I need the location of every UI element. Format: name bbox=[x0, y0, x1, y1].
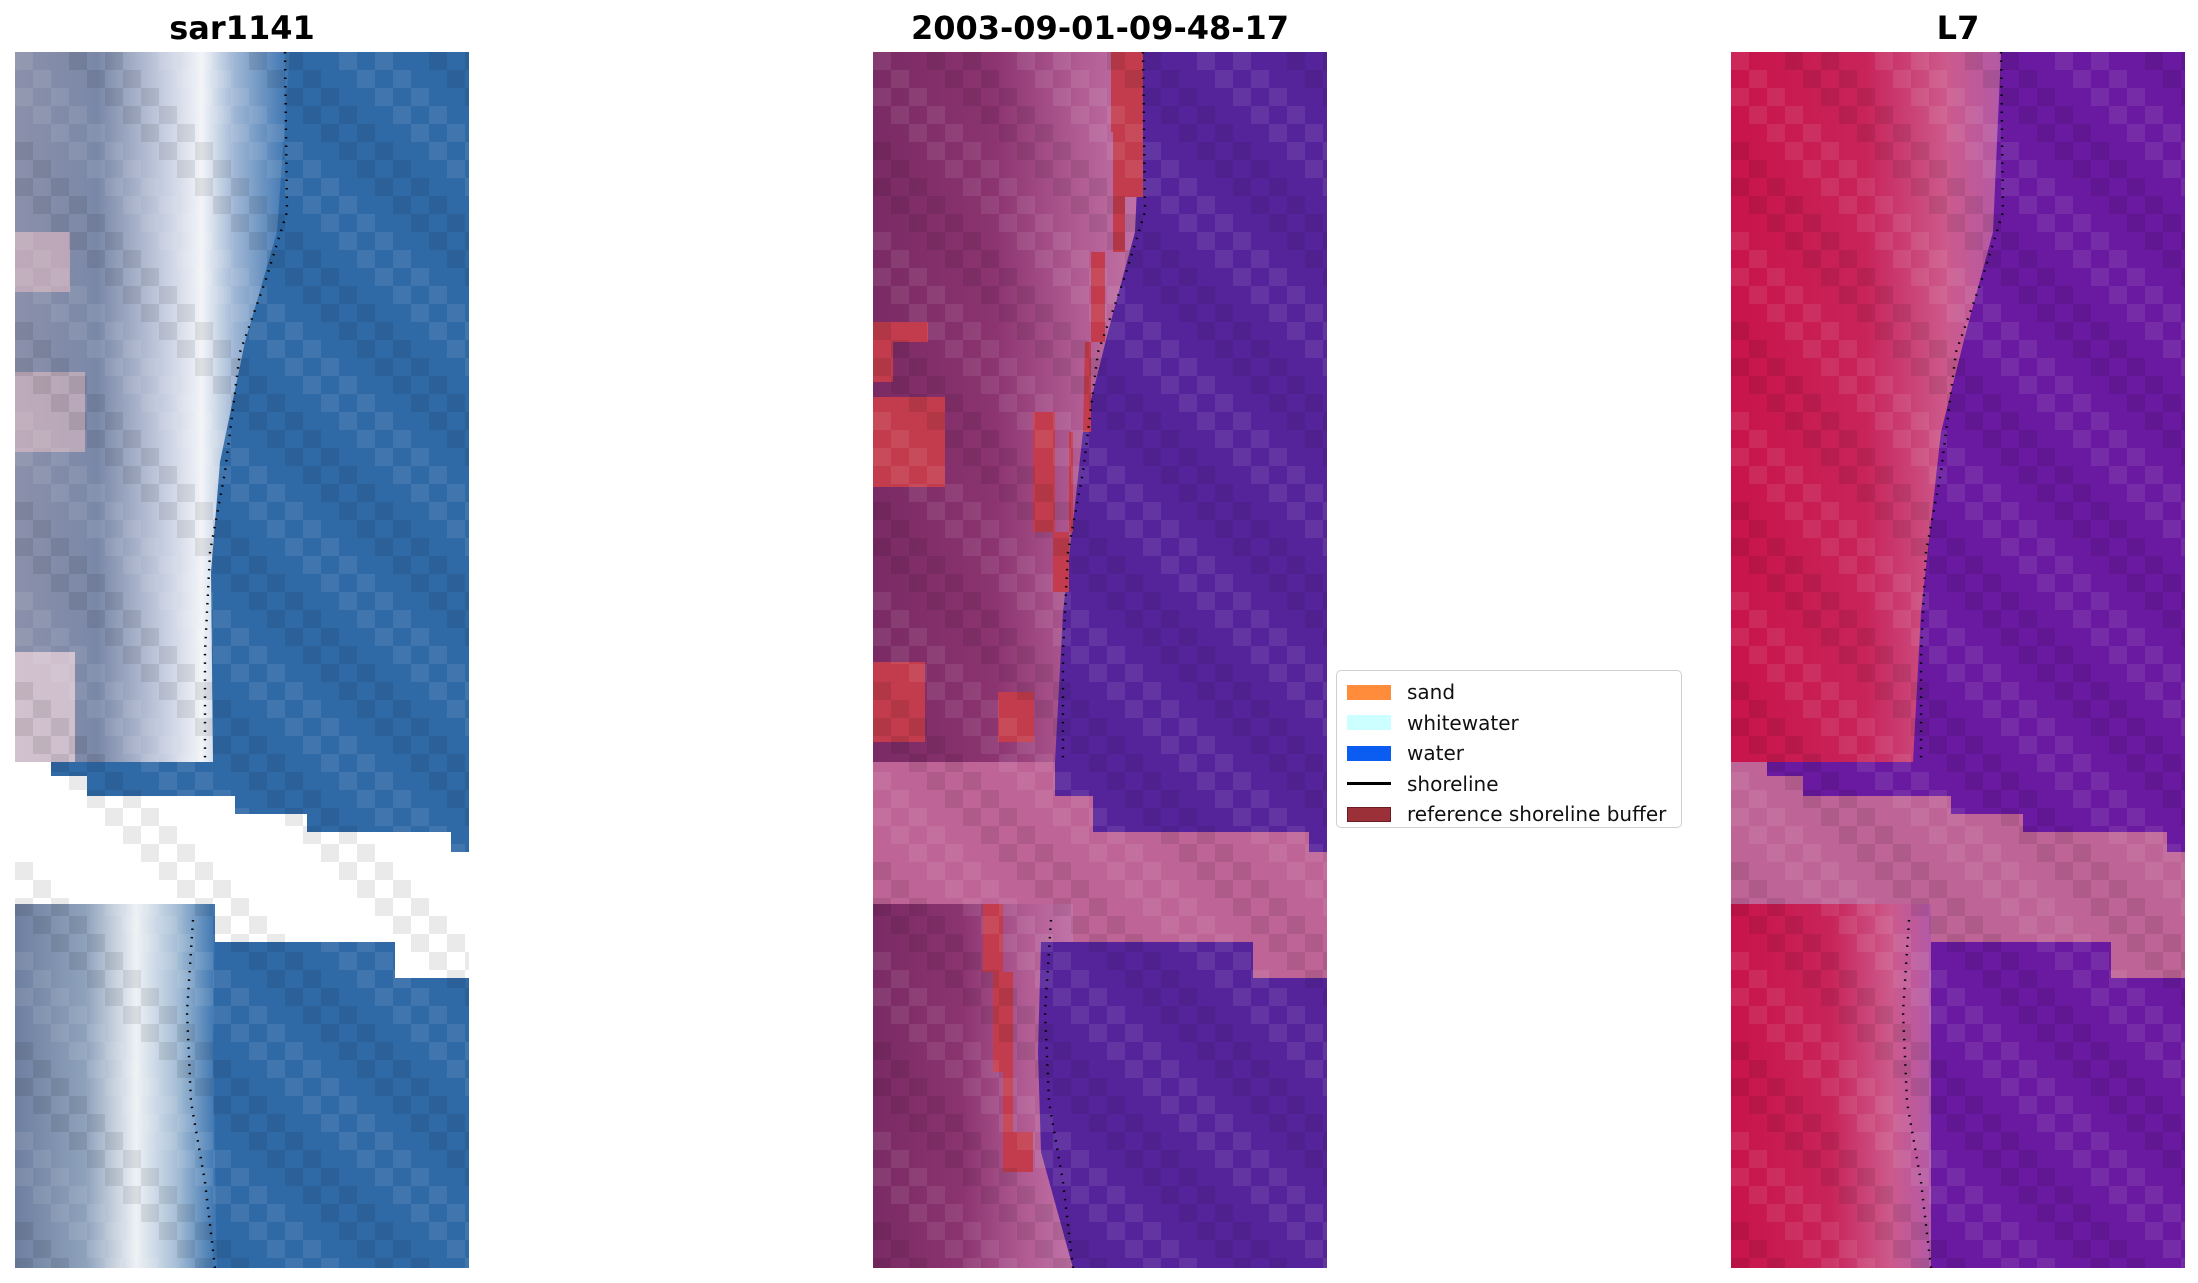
legend-item-reference-buffer: reference shoreline buffer bbox=[1347, 799, 1671, 830]
rgb-image-panel bbox=[15, 52, 469, 1268]
swir-image-panel bbox=[1731, 52, 2185, 1268]
legend-label: sand bbox=[1407, 680, 1456, 705]
legend-swatch-whitewater bbox=[1347, 715, 1391, 731]
legend-item-water: water bbox=[1347, 738, 1671, 769]
legend-label: reference shoreline buffer bbox=[1407, 802, 1667, 827]
legend: sand whitewater water shoreline referenc… bbox=[1336, 670, 1682, 828]
panel-title-swir: L7 bbox=[1936, 9, 1980, 47]
legend-swatch-reference-buffer bbox=[1347, 806, 1391, 822]
legend-swatch-water bbox=[1347, 745, 1391, 761]
legend-item-sand: sand bbox=[1347, 677, 1671, 708]
legend-label: water bbox=[1407, 741, 1464, 766]
panel-title-rgb: sar1141 bbox=[169, 9, 315, 47]
swir-image-content bbox=[1731, 52, 2185, 1268]
panel-title-classification: 2003-09-01-09-48-17 bbox=[910, 9, 1290, 47]
legend-label: shoreline bbox=[1407, 771, 1499, 796]
legend-label: whitewater bbox=[1407, 710, 1519, 735]
legend-item-whitewater: whitewater bbox=[1347, 708, 1671, 739]
classification-image-panel bbox=[873, 52, 1327, 1268]
legend-item-shoreline: shoreline bbox=[1347, 769, 1671, 800]
legend-swatch-shoreline bbox=[1347, 782, 1391, 786]
classification-image-content bbox=[873, 52, 1327, 1268]
rgb-image-content bbox=[15, 52, 469, 1268]
legend-swatch-sand bbox=[1347, 684, 1391, 700]
